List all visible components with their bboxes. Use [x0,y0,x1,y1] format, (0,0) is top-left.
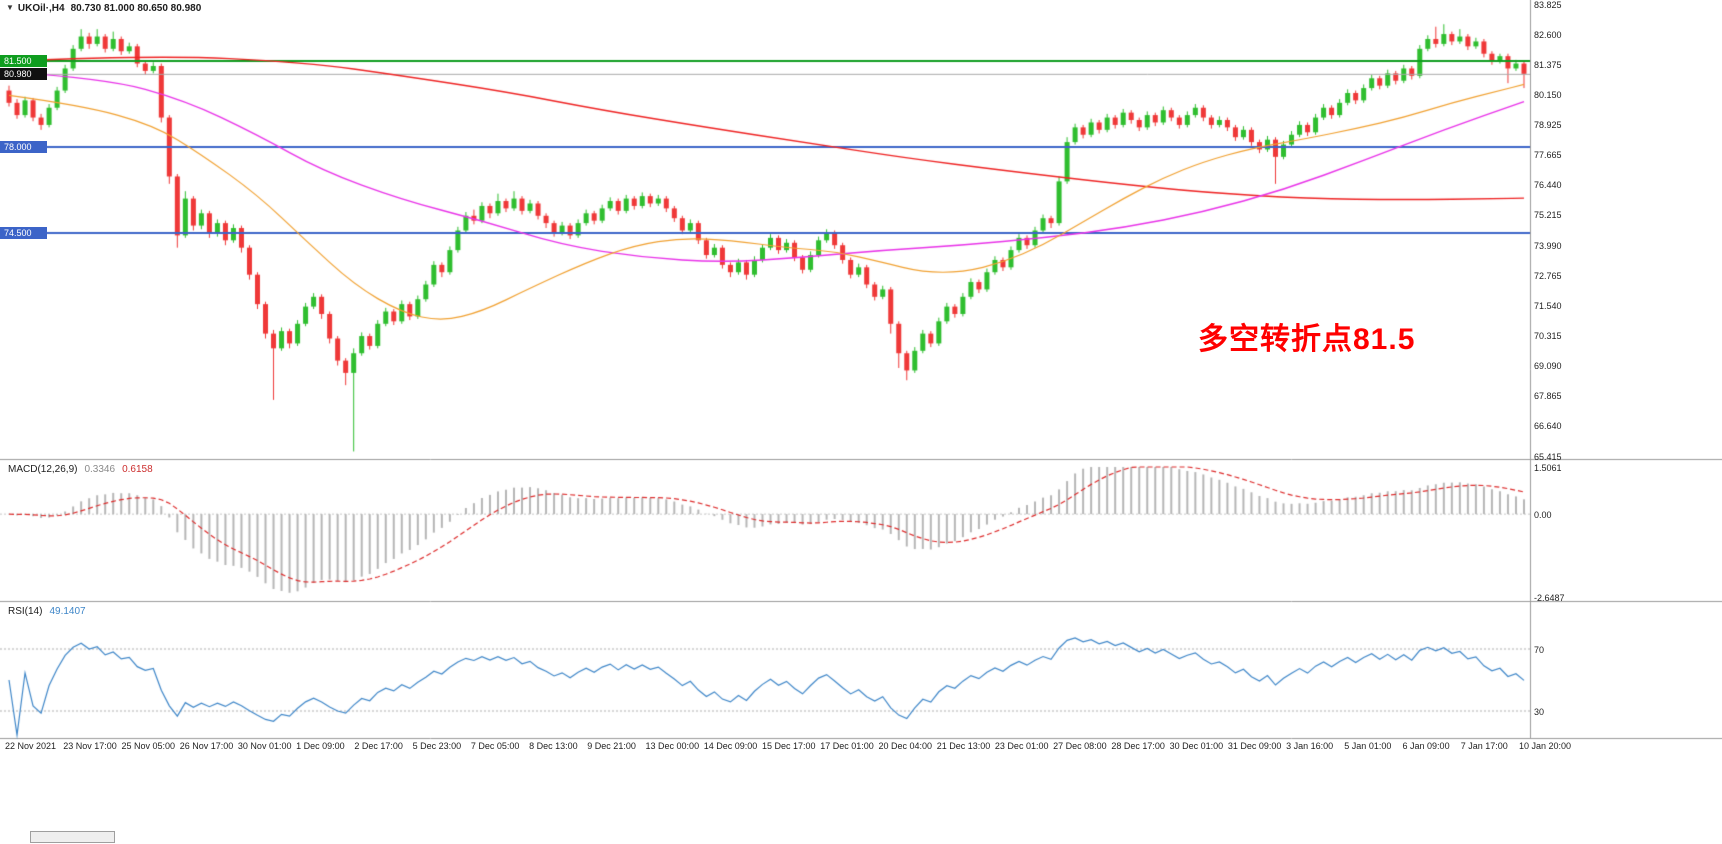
price-axis-label: 80.150 [1534,89,1562,100]
ohlc-readout: 80.730 81.000 80.650 80.980 [70,3,202,14]
time-axis-label: 13 Dec 00:00 [645,741,700,751]
time-axis-label: 5 Dec 23:00 [412,741,462,751]
annotation-text[interactable]: 多空转折点81.5 [1198,323,1416,356]
time-axis-label: 23 Nov 17:00 [63,741,117,751]
price-tag-78.000: 78.000 [0,141,47,153]
macd-scale-label: -2.6487 [1534,592,1565,603]
price-axis-label: 66.640 [1534,421,1562,432]
macd-main-value: 0.3346 [84,464,116,475]
price-axis-label: 65.415 [1534,451,1562,462]
time-axis-label: 23 Dec 01:00 [994,741,1049,751]
time-axis-label: 22 Nov 2021 [5,741,57,751]
macd-scale-label: 1.5061 [1534,462,1562,473]
time-axis-label: 7 Dec 05:00 [470,741,520,751]
time-axis-label: 28 Dec 17:00 [1111,741,1165,751]
bottom-left-box [30,831,115,843]
macd-scale-label: 0.00 [1534,509,1552,520]
main-chart-title: ▼ UKOil·,H4 80.730 81.000 80.650 80.980 [6,3,201,14]
symbol-timeframe-label: UKOil·,H4 [17,3,65,14]
rsi-label: RSI(14) [8,606,43,617]
price-axis-label: 70.315 [1534,330,1562,341]
macd-panel-title: MACD(12,26,9) 0.3346 0.6158 [8,464,153,475]
time-axis-label: 2 Dec 17:00 [354,741,403,751]
price-axis-label: 73.990 [1534,240,1562,251]
price-axis-label: 78.925 [1534,120,1562,131]
rsi-level-label: 30 [1534,706,1545,717]
rsi-level-label: 70 [1534,644,1545,655]
price-axis-label: 76.440 [1534,180,1562,191]
time-axis-label: 14 Dec 09:00 [703,741,758,751]
chart-shift-icon: ▼ [6,3,14,12]
time-axis-label: 30 Dec 01:00 [1169,741,1224,751]
macd-label: MACD(12,26,9) [8,464,78,475]
time-axis-label: 10 Jan 20:00 [1519,741,1572,751]
price-tag-74.500: 74.500 [0,226,47,239]
price-axis-label: 77.665 [1534,150,1562,161]
time-axis-label: 1 Dec 09:00 [296,741,345,751]
time-axis-label: 3 Jan 16:00 [1286,741,1334,751]
time-axis-label: 31 Dec 09:00 [1227,741,1282,751]
time-axis-label: 21 Dec 13:00 [936,741,991,751]
price-axis-label: 69.090 [1534,361,1562,372]
time-axis-label: 9 Dec 21:00 [587,741,636,751]
price-axis-label: 81.375 [1534,59,1562,70]
price-axis-label: 71.540 [1534,300,1562,311]
price-axis-label: 75.215 [1534,210,1562,221]
time-axis-label: 15 Dec 17:00 [762,741,816,751]
time-axis-label: 7 Jan 17:00 [1460,741,1508,751]
price-axis-label: 82.600 [1534,29,1562,40]
time-axis-label: 5 Jan 01:00 [1344,741,1392,751]
time-axis-label: 6 Jan 09:00 [1402,741,1450,751]
time-axis-label: 30 Nov 01:00 [237,741,292,751]
macd-signal-value: 0.6158 [122,464,153,475]
price-tag-81.500: 81.500 [0,55,47,68]
time-axis-label: 20 Dec 04:00 [878,741,932,751]
rsi-value: 49.1407 [49,606,86,617]
time-axis-label: 8 Dec 13:00 [529,741,578,751]
current-price-tag: 80.980 [0,67,47,80]
price-axis-label: 67.865 [1534,391,1562,402]
price-axis-label: 72.765 [1534,270,1562,281]
time-axis-label: 27 Dec 08:00 [1053,741,1107,751]
time-axis-label: 25 Nov 05:00 [121,741,175,751]
time-axis-label: 26 Nov 17:00 [179,741,234,751]
rsi-panel-title: RSI(14) 49.1407 [8,606,86,617]
price-axis-label: 83.825 [1534,0,1562,10]
time-axis-label: 17 Dec 01:00 [820,741,874,751]
